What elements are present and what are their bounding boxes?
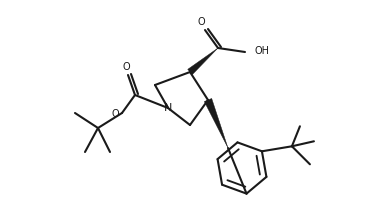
Text: O: O [197, 17, 205, 27]
Text: OH: OH [255, 46, 270, 56]
Text: N: N [164, 103, 172, 113]
Polygon shape [204, 98, 228, 148]
Polygon shape [188, 48, 218, 75]
Text: O: O [122, 62, 130, 72]
Text: O: O [111, 109, 119, 119]
